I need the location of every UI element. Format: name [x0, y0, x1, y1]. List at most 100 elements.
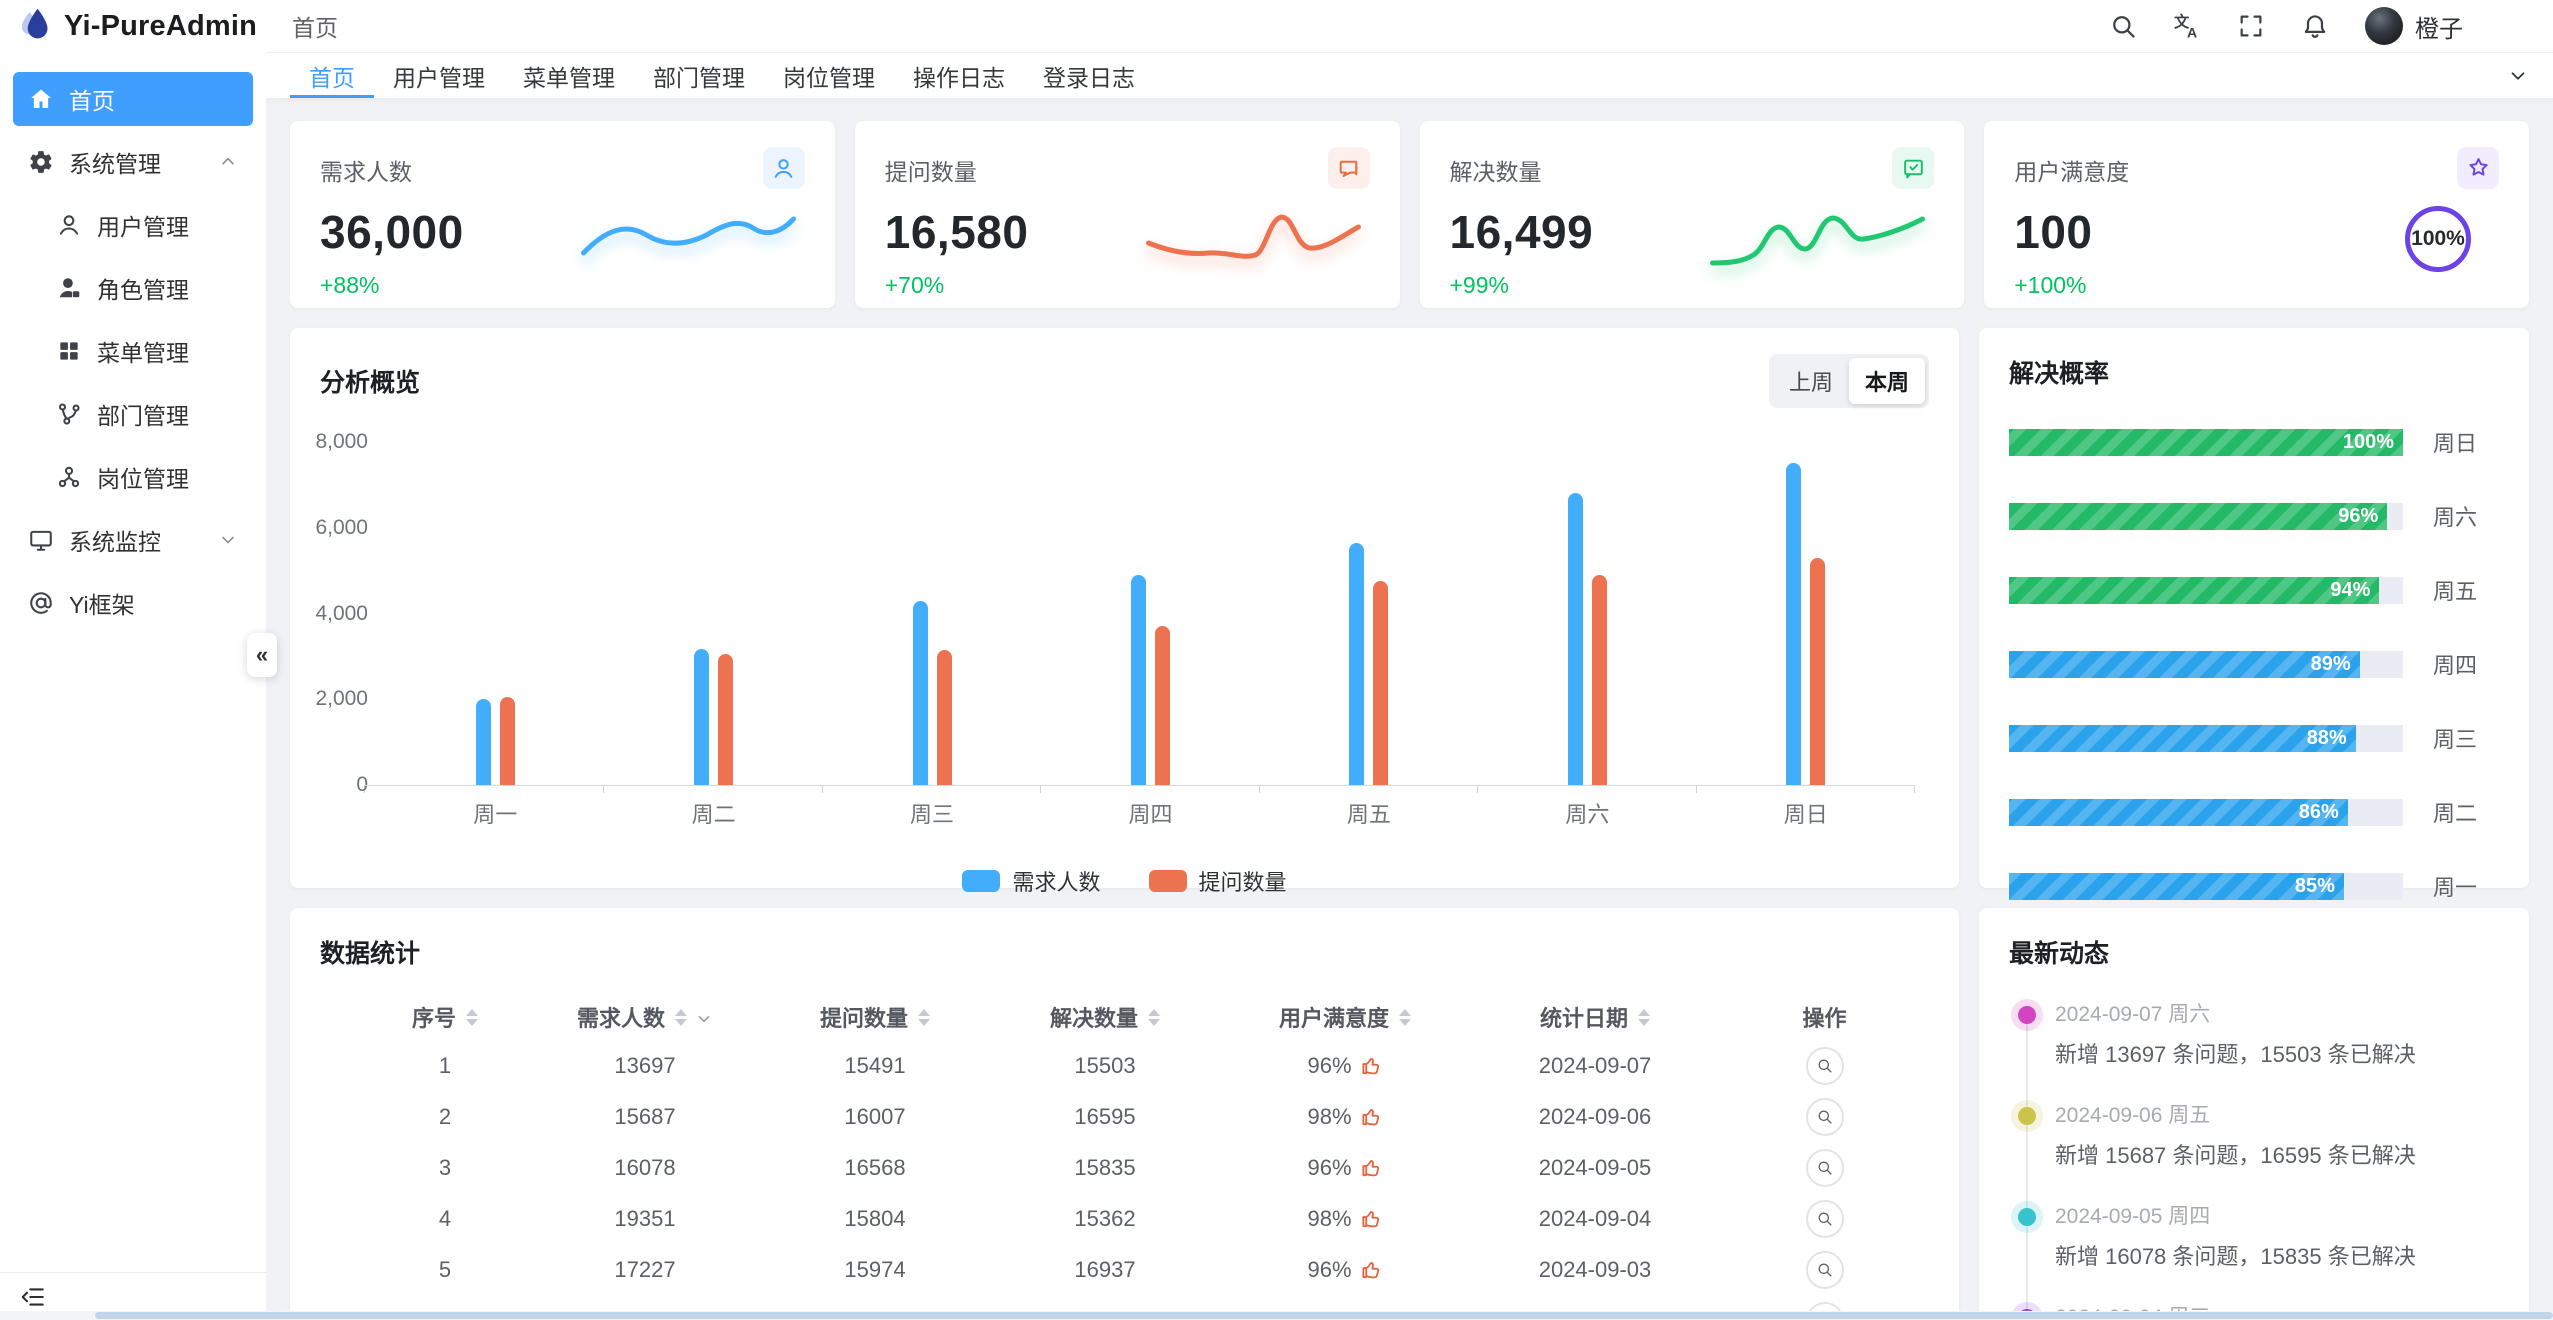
sort-caret-icon[interactable] — [1148, 1008, 1160, 1026]
sidebar-footer — [0, 1272, 266, 1320]
bar-需求人数[interactable] — [1567, 493, 1583, 785]
menu-fold-icon[interactable] — [20, 1284, 46, 1310]
stat-card-top: 用户满意度 — [2014, 147, 2499, 189]
column-header-解决数量[interactable]: 解决数量 — [990, 1001, 1220, 1033]
column-header-提问数量[interactable]: 提问数量 — [760, 1001, 990, 1033]
table-cell: 19351 — [614, 1205, 676, 1231]
sidebar-item-label: 系统管理 — [69, 151, 161, 177]
operation-cell — [1720, 1046, 1929, 1085]
tabs-dropdown-chevron-icon[interactable] — [2507, 65, 2529, 87]
stat-value: 16,499 — [1449, 206, 1594, 258]
latest-news-card: 最新动态 2024-09-07 周六 新增 13697 条问题，15503 条已解… — [1979, 908, 2529, 1320]
legend-item-提问数量[interactable]: 提问数量 — [1148, 865, 1287, 897]
bar-需求人数[interactable] — [1130, 574, 1146, 785]
tab-登录日志[interactable]: 登录日志 — [1043, 64, 1135, 91]
view-detail-button[interactable] — [1805, 1199, 1844, 1238]
column-header-统计日期[interactable]: 统计日期 — [1470, 1001, 1720, 1033]
sidebar-collapse-button[interactable]: « — [247, 633, 277, 677]
sidebar-item-系统管理[interactable]: 系统管理 — [13, 135, 253, 189]
bar-提问数量[interactable] — [718, 654, 734, 785]
column-header-用户满意度[interactable]: 用户满意度 — [1220, 1001, 1470, 1033]
tab-岗位管理[interactable]: 岗位管理 — [783, 64, 875, 91]
timeline-dot — [2018, 1006, 2036, 1024]
sort-caret-icon[interactable] — [918, 1008, 930, 1026]
sort-caret-icon[interactable] — [466, 1008, 478, 1026]
tabs-bar: 首页 用户管理 菜单管理 部门管理 岗位管理 操作日志 登录日志 — [266, 53, 2553, 99]
branch-icon — [56, 401, 82, 427]
sort-caret-icon[interactable] — [1638, 1008, 1650, 1026]
bar-group-周日 — [1697, 442, 1916, 793]
user-menu[interactable]: 橙子 — [2365, 7, 2463, 45]
date-cell: 2024-09-04 — [1538, 1205, 1652, 1231]
column-header-序号[interactable]: 序号 — [360, 1001, 530, 1033]
gear-icon[interactable] — [2499, 12, 2527, 40]
sidebar-item-菜单管理[interactable]: 菜单管理 — [13, 324, 253, 378]
table-cell: 4 — [438, 1205, 452, 1231]
bar-需求人数[interactable] — [694, 648, 710, 785]
sidebar-item-角色管理[interactable]: 角色管理 — [13, 261, 253, 315]
legend-label: 需求人数 — [1012, 870, 1101, 895]
view-detail-button[interactable] — [1805, 1097, 1844, 1136]
bar-需求人数[interactable] — [912, 600, 928, 785]
sidebar-item-系统监控[interactable]: 系统监控 — [13, 513, 253, 567]
sidebar-item-岗位管理[interactable]: 岗位管理 — [13, 450, 253, 504]
bar-提问数量[interactable] — [499, 697, 515, 785]
bar-提问数量[interactable] — [1591, 574, 1607, 785]
sidebar-item-部门管理[interactable]: 部门管理 — [13, 387, 253, 441]
sidebar-item-用户管理[interactable]: 用户管理 — [13, 198, 253, 252]
bar-需求人数[interactable] — [1349, 542, 1365, 785]
toggle-本周[interactable]: 本周 — [1848, 358, 1925, 404]
news-date: 2024-09-05 周四 — [2055, 1205, 2211, 1228]
table-row: 4 19351 15804 15362 98% 2024-09-04 — [360, 1193, 1929, 1244]
brand[interactable]: Yi-PureAdmin — [0, 0, 266, 53]
legend-swatch — [1148, 870, 1187, 892]
news-title: 最新动态 — [2009, 940, 2110, 968]
table-cell: 16937 — [1074, 1256, 1136, 1282]
scrollbar-thumb[interactable] — [95, 1312, 2553, 1319]
bar-需求人数[interactable] — [475, 699, 491, 785]
timeline-dot — [2018, 1208, 2036, 1226]
sidebar-item-Yi框架[interactable]: Yi框架 — [13, 576, 253, 630]
fullscreen-icon[interactable] — [2237, 12, 2265, 40]
bar-提问数量[interactable] — [1154, 626, 1170, 785]
search-icon[interactable] — [2109, 12, 2137, 40]
sort-caret-icon[interactable] — [1399, 1008, 1411, 1026]
satisfaction-ring: 100% — [2405, 206, 2471, 272]
tab-部门管理[interactable]: 部门管理 — [653, 64, 745, 91]
solve-row-周六: 96% 周六 — [2009, 500, 2499, 532]
sort-caret-icon[interactable] — [675, 1008, 687, 1026]
satisfaction-value: 96% — [1307, 1256, 1352, 1282]
breadcrumb[interactable]: 首页 — [292, 15, 338, 41]
bar-提问数量[interactable] — [936, 649, 952, 785]
filter-chevron-icon[interactable] — [695, 1008, 713, 1026]
tab-用户管理[interactable]: 用户管理 — [393, 64, 485, 91]
view-detail-button[interactable] — [1805, 1250, 1844, 1289]
legend-item-需求人数[interactable]: 需求人数 — [962, 865, 1101, 897]
tab-操作日志[interactable]: 操作日志 — [913, 64, 1005, 91]
bar-需求人数[interactable] — [1786, 463, 1802, 785]
bar-提问数量[interactable] — [1810, 557, 1826, 785]
bar-group-周四 — [1041, 442, 1261, 793]
stat-delta: +100% — [2014, 272, 2087, 298]
chat-icon — [1327, 147, 1370, 189]
bar-提问数量[interactable] — [1373, 581, 1389, 785]
view-detail-button[interactable] — [1805, 1046, 1844, 1085]
column-header-需求人数[interactable]: 需求人数 — [530, 1001, 760, 1033]
table-cell: 13697 — [614, 1052, 676, 1078]
solve-bars: 100% 周日 96% 周六 94% 周五 89% 周四 88% 周三 86% 周二 85% 周一 — [2009, 426, 2499, 902]
tab-菜单管理[interactable]: 菜单管理 — [523, 64, 615, 91]
view-detail-button[interactable] — [1805, 1148, 1844, 1187]
sidebar-item-label: 系统监控 — [69, 529, 161, 555]
table-cell: 15804 — [844, 1205, 906, 1231]
toggle-上周[interactable]: 上周 — [1788, 370, 1833, 395]
horizontal-scrollbar[interactable] — [0, 1311, 2553, 1320]
sidebar-item-首页[interactable]: 首页 — [13, 72, 253, 126]
table-row: 3 16078 16568 15835 96% 2024-09-05 — [360, 1142, 1929, 1193]
tab-首页[interactable]: 首页 — [290, 53, 374, 98]
table-cell: 16078 — [614, 1154, 676, 1180]
bell-icon[interactable] — [2301, 12, 2329, 40]
table-body: 1 13697 15491 15503 96% 2024-09-07 2 15687 16007… — [360, 1040, 1929, 1320]
